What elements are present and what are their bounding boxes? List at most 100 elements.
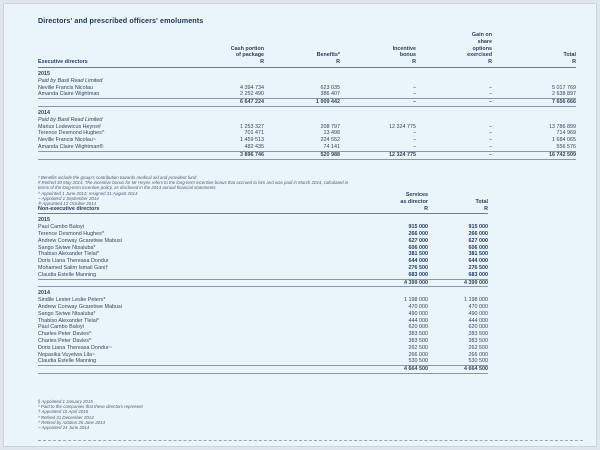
table-row: Paul Cambo Baloyi 915 000 915 000 <box>38 224 488 231</box>
total-cell: – <box>340 98 416 107</box>
amount-cell: – <box>413 137 416 144</box>
executive-footnotes: * Benefits include the group's contribut… <box>38 175 558 206</box>
header-label <box>38 46 188 53</box>
total-cell: 6 647 224 <box>188 98 264 107</box>
total-label <box>38 278 368 288</box>
column-header: options <box>472 45 492 52</box>
header-unit-row: Executive directors R R R R R <box>38 59 576 69</box>
amount-cell: 383 500 <box>408 337 429 344</box>
amount-cell: 381 500 <box>468 251 489 258</box>
header-label <box>38 39 188 46</box>
total-cell: 16 742 509 <box>492 150 576 160</box>
paid-by-row: Paid by Basil Read Limited <box>38 78 576 85</box>
total-row: 4 399 000 4 399 000 <box>38 278 488 288</box>
table-row: Doris Liana Thereasa Dondur 644 000 644 00… <box>38 258 488 265</box>
table-row: Neville Francis Nicolau~ 1 459 513 224 552… <box>38 137 576 144</box>
non-executive-footnotes: § Appointed 1 January 2015 * Paid to the … <box>38 399 558 430</box>
column-unit: R <box>492 59 576 69</box>
director-name: Terence Desmond Hughes* <box>38 230 104 237</box>
amount-cell: – <box>413 91 416 98</box>
total-cell: 4 399 000 <box>368 278 428 288</box>
column-unit: R <box>340 59 416 69</box>
column-header <box>264 46 340 53</box>
amount-cell: 470 000 <box>468 303 489 310</box>
table-row: Andrew Conway Gcaretiwe Mabusi 470 000 470… <box>38 304 488 311</box>
amount-cell: 915 000 <box>468 224 489 231</box>
year-row: 2014 <box>38 287 488 297</box>
director-name: Thabiso Alexander Tlelai* <box>38 251 100 258</box>
column-header: exercised <box>467 52 492 59</box>
amount-cell: 13 786 899 <box>549 123 576 130</box>
amount-cell: 470 000 <box>408 303 429 310</box>
amount-cell: 915 000 <box>408 224 429 231</box>
footnote: ® Appointed 12 October 2014 <box>38 201 96 207</box>
amount-cell: 2 252 490 <box>240 91 264 98</box>
amount-cell: 383 500 <box>468 331 489 338</box>
amount-cell: 627 000 <box>408 237 429 244</box>
amount-cell: – <box>489 84 492 91</box>
director-name: Charles Peter Davies^ <box>38 337 92 344</box>
header-row: share <box>38 39 576 46</box>
total-cell: 4 664 500 <box>368 365 428 374</box>
table-row: Sango Siviwe Ntsaluba* 606 000 606 000 <box>38 245 488 252</box>
column-header <box>264 32 340 39</box>
table-row: Terence Desmond Hughes* 266 000 266 000 <box>38 231 488 238</box>
amount-cell: 262 500 <box>468 344 489 351</box>
column-header <box>428 192 488 199</box>
document-frame: Directors' and prescribed officers' emol… <box>3 3 597 447</box>
column-header <box>264 39 340 46</box>
director-name: Marius Lodewicus Heyns# <box>38 123 101 130</box>
table-row: Amanda Claire Wightman 2 252 490 386 407 – –… <box>38 91 576 98</box>
amount-cell: 276 500 <box>468 264 489 271</box>
amount-cell: 556 576 <box>556 143 577 150</box>
column-header: bonus <box>399 52 416 59</box>
footnote: * Benefits include the group's contribut… <box>38 175 197 180</box>
column-header <box>340 39 416 46</box>
director-name: Nopasika Vuyelwa Lila~ <box>38 351 96 358</box>
amount-cell: 4 394 734 <box>240 84 264 91</box>
amount-cell: 627 000 <box>468 237 489 244</box>
total-cell: 520 988 <box>264 150 340 160</box>
footnote: terms of the long-term incentive policy,… <box>38 185 216 191</box>
paid-by-row: Paid by Basil Read Limited <box>38 117 576 124</box>
table-row: Doris Liana Thereasa Dondur~ 262 500 262 5… <box>38 345 488 352</box>
amount-cell: 381 500 <box>408 251 429 258</box>
director-name: Amanda Claire Wightman® <box>38 143 104 150</box>
amount-cell: 444 000 <box>468 317 489 324</box>
header-label <box>38 52 188 59</box>
director-name: Claudia Estelle Manning <box>38 271 97 278</box>
column-unit: R <box>416 59 492 69</box>
amount-cell: 13 498 <box>323 130 341 137</box>
header-label <box>38 192 368 199</box>
amount-cell: 1 459 513 <box>240 137 264 144</box>
amount-cell: 74 141 <box>323 143 341 150</box>
footnote: * Paid to the companies that these direc… <box>38 404 143 410</box>
column-header: Benefits* <box>316 52 340 59</box>
page-divider <box>38 440 583 441</box>
total-label <box>38 98 188 107</box>
amount-cell: 1 684 065 <box>552 137 576 144</box>
amount-cell: – <box>489 137 492 144</box>
header-row: of package Benefits* bonus exercised Total <box>38 52 576 59</box>
executive-directors-table: Gain on share Cash portion Incentive options… <box>38 32 576 160</box>
total-row: 3 896 746 520 988 12 324 775–16 742 509 <box>38 150 576 160</box>
amount-cell: – <box>413 143 416 150</box>
table-row: Sindile Lester Leslie Peters* 1 198 000 1 … <box>38 297 488 304</box>
column-header: of package <box>235 52 264 59</box>
director-name: Mohamed Salim Ismail Gani† <box>38 264 109 271</box>
amount-cell: 266 000 <box>468 351 489 358</box>
header-label <box>38 32 188 39</box>
table-row: Neville Francis Nicolau 4 394 734 623 035 –… <box>38 85 576 92</box>
total-cell: 12 324 775 <box>340 150 416 160</box>
director-name: Doris Liana Thereasa Dondur <box>38 258 109 265</box>
total-cell: 1 009 442 <box>264 98 340 107</box>
table-row: Claudia Estelle Manning 530 500 530 500 <box>38 358 488 365</box>
column-header <box>188 39 264 46</box>
amount-cell: 266 000 <box>408 230 429 237</box>
director-name: Paul Cambo Baloyi <box>38 224 84 231</box>
director-name: Amanda Claire Wightman <box>38 91 100 98</box>
amount-cell: 5 017 769 <box>552 84 576 91</box>
section-label: Executive directors <box>38 59 188 69</box>
director-name: Sindile Lester Leslie Peters* <box>38 297 106 304</box>
table-row: Amanda Claire Wightman® 482 435 74 141 – – 55… <box>38 144 576 151</box>
